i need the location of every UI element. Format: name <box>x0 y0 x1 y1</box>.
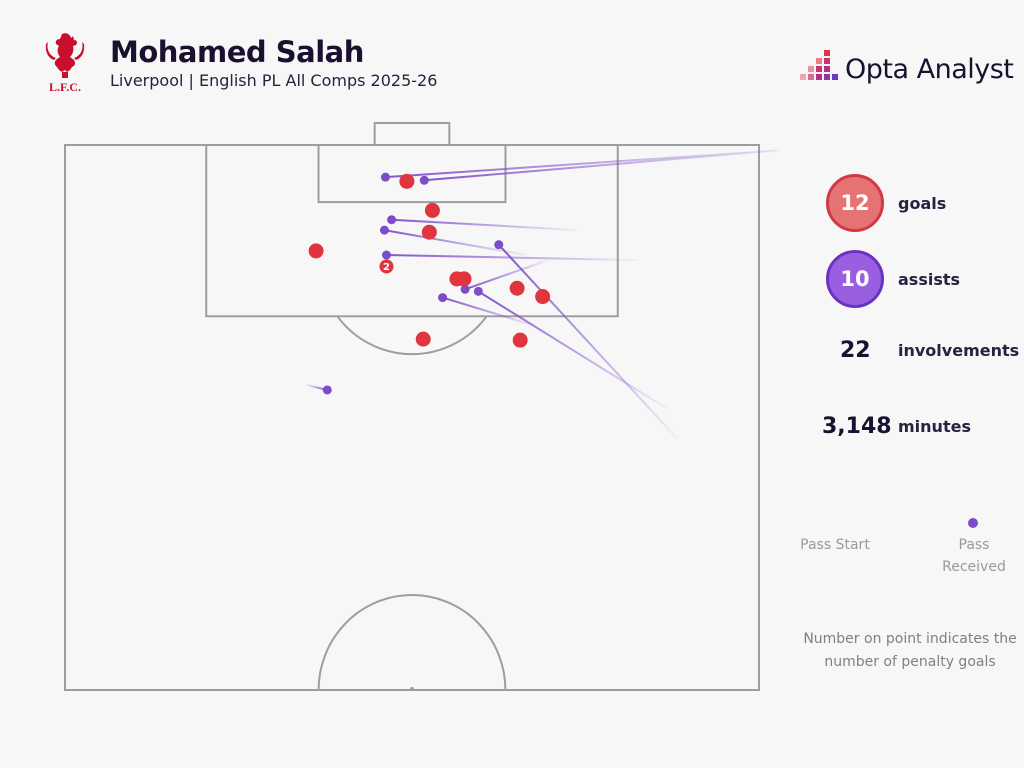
minutes-value: 3,148 <box>822 414 892 439</box>
assist-received-point <box>438 293 448 303</box>
involvements-label: involvements <box>898 341 1020 360</box>
centre-circle <box>317 594 507 691</box>
assist-received-point <box>381 250 391 260</box>
legend-pass-received: Pass Received <box>942 537 1006 575</box>
assist-received-point <box>379 225 389 235</box>
goal-point <box>415 331 431 347</box>
goal-point <box>456 271 472 287</box>
minutes-label: minutes <box>898 417 971 436</box>
penalty-goal-point <box>379 259 394 274</box>
six-yard-box <box>317 144 507 204</box>
assists-label: assists <box>898 269 961 289</box>
centre-spot <box>410 687 414 691</box>
assist-received-point <box>322 385 332 395</box>
assist-received-point <box>380 172 390 182</box>
goal-frame <box>373 122 451 146</box>
goal-point <box>399 173 415 189</box>
goals-label: goals <box>898 193 947 213</box>
pitch-markings <box>64 122 760 691</box>
legend-pass-start: Pass Start <box>800 537 870 553</box>
penalty-arc <box>336 315 488 356</box>
assists-badge: 10 <box>826 250 884 308</box>
assist-pass-line <box>498 243 679 440</box>
goal-point <box>535 289 551 305</box>
assist-pass-line <box>477 290 668 410</box>
goals-badge: 12 <box>826 174 884 232</box>
page-title: Mohamed Salah <box>110 35 364 69</box>
goal-point <box>512 332 528 348</box>
minutes-stat: 3,148 minutes <box>822 414 971 439</box>
goal-points: 2 <box>308 173 551 348</box>
assist-pass-line <box>442 296 535 327</box>
goal-point <box>421 224 437 240</box>
assist-pass-line <box>385 149 780 179</box>
assist-pass-line <box>391 218 578 232</box>
penalty-count-label: 2 <box>383 262 390 273</box>
penalty-box <box>205 144 619 318</box>
assist-pass-line <box>464 259 549 291</box>
assist-received-point <box>387 215 397 225</box>
page-subtitle: Liverpool | English PL All Comps 2025-26 <box>110 71 438 90</box>
liverpool-crest-icon: L.F.C. <box>45 33 85 94</box>
assist-received-point <box>460 284 470 294</box>
assist-pass-line <box>386 254 639 262</box>
assists-stat: 10 assists <box>826 250 960 308</box>
involvements-value: 22 <box>840 338 871 363</box>
goal-point <box>424 202 440 218</box>
goal-point <box>308 243 324 259</box>
goal-point <box>509 280 525 296</box>
assist-pass-line <box>384 229 527 257</box>
assist-received-point <box>494 240 504 250</box>
brand-name: Opta Analyst <box>845 54 1014 85</box>
goals-stat: 12 goals <box>826 174 946 232</box>
penalty-note: Number on point indicates the number of … <box>803 631 1017 670</box>
legend-pass-received-dot <box>968 518 978 528</box>
assist-pass-line <box>424 149 780 182</box>
club-logo-text: L.F.C. <box>49 80 81 94</box>
involvements-stat: 22 involvements <box>840 338 1019 363</box>
assist-received-point <box>473 286 483 296</box>
pitch-boundary <box>64 144 760 691</box>
opta-logo-icon <box>800 50 838 80</box>
assist-received-point <box>419 175 429 185</box>
assist-passes <box>305 149 780 440</box>
